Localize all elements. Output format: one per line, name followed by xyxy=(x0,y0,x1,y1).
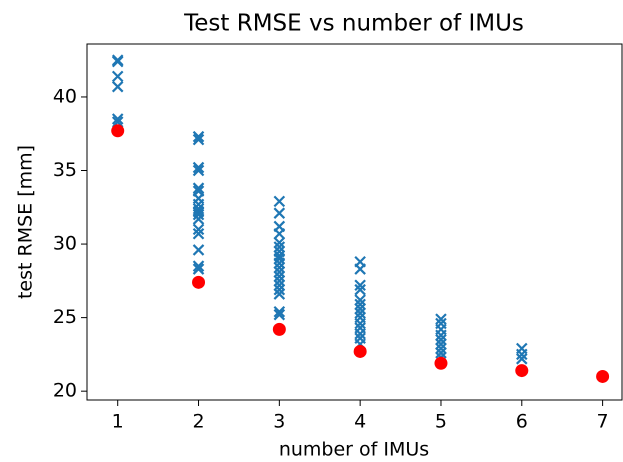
x-marker xyxy=(273,252,286,265)
x-marker xyxy=(273,305,286,318)
y-tick-label: 40 xyxy=(53,85,77,107)
dot-marker xyxy=(111,124,125,138)
x-marker xyxy=(516,353,528,365)
x-marker xyxy=(435,338,447,350)
x-marker xyxy=(273,308,286,321)
x-marker xyxy=(273,207,286,219)
x-marker xyxy=(192,260,205,272)
x-marker xyxy=(111,55,124,68)
x-marker xyxy=(111,70,124,83)
x-tick-label: 2 xyxy=(192,411,204,433)
x-marker xyxy=(192,227,205,240)
x-marker xyxy=(111,113,124,125)
x-marker xyxy=(192,130,205,143)
x-axis-label: number of IMUs xyxy=(279,439,429,461)
x-marker xyxy=(273,288,286,300)
y-tick-label: 35 xyxy=(53,159,77,181)
x-marker xyxy=(273,241,286,253)
x-marker xyxy=(192,182,205,194)
x-marker xyxy=(192,263,205,275)
y-tick-label: 25 xyxy=(53,306,77,328)
x-marker xyxy=(516,348,528,361)
y-tick-label: 20 xyxy=(53,380,77,402)
x-marker xyxy=(354,307,366,319)
x-marker xyxy=(273,279,286,292)
x-marker xyxy=(192,244,205,256)
x-marker xyxy=(273,266,286,278)
x-tick-label: 6 xyxy=(516,411,528,433)
dot-marker xyxy=(272,322,286,336)
x-marker xyxy=(354,328,366,340)
x-marker xyxy=(273,270,286,283)
x-marker xyxy=(435,313,447,325)
x-marker xyxy=(192,133,205,146)
x-marker xyxy=(273,195,286,208)
x-tick-label: 1 xyxy=(112,411,124,433)
dot-marker xyxy=(515,364,529,378)
y-tick-label: 30 xyxy=(53,233,77,255)
x-tick-label: 7 xyxy=(597,411,609,433)
x-marker xyxy=(354,263,366,275)
x-marker xyxy=(192,213,205,225)
chart-title: Test RMSE vs number of IMUs xyxy=(183,11,524,37)
x-marker xyxy=(192,164,205,177)
x-marker xyxy=(273,275,286,287)
x-marker xyxy=(354,279,366,292)
dot-marker xyxy=(192,275,206,289)
dot-marker xyxy=(596,369,610,383)
x-marker xyxy=(192,161,205,174)
x-marker xyxy=(435,329,447,342)
x-tick-label: 5 xyxy=(435,411,447,433)
x-marker xyxy=(273,283,286,296)
x-tick-label: 3 xyxy=(273,411,285,433)
x-marker xyxy=(273,257,286,269)
x-marker xyxy=(273,227,286,240)
x-marker xyxy=(273,236,286,249)
x-marker xyxy=(192,208,205,221)
x-marker xyxy=(354,317,366,330)
x-marker xyxy=(435,333,447,346)
x-tick-label: 4 xyxy=(354,411,366,433)
dot-marker xyxy=(353,344,367,358)
y-axis-label: test RMSE [mm] xyxy=(15,145,37,299)
x-marker xyxy=(354,294,366,306)
dot-marker xyxy=(434,356,448,370)
x-marker xyxy=(354,298,366,311)
x-marker xyxy=(273,261,286,274)
plot-frame xyxy=(86,43,623,401)
x-marker xyxy=(111,80,124,93)
x-marker xyxy=(354,303,366,315)
x-marker xyxy=(354,283,366,296)
x-marker xyxy=(435,342,447,355)
x-marker xyxy=(435,347,447,359)
x-marker xyxy=(192,223,205,236)
